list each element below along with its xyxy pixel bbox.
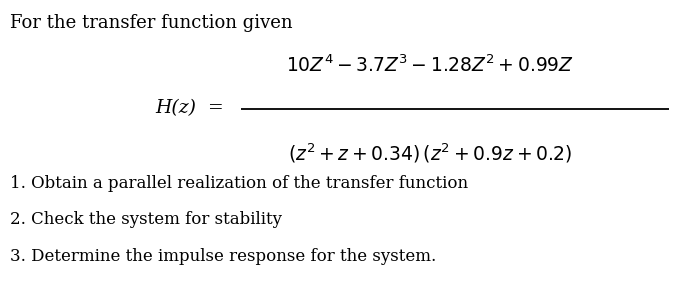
Text: 2. Check the system for stability: 2. Check the system for stability <box>10 212 283 228</box>
Text: 3. Determine the impulse response for the system.: 3. Determine the impulse response for th… <box>10 248 437 265</box>
Text: 1. Obtain a parallel realization of the transfer function: 1. Obtain a parallel realization of the … <box>10 175 468 192</box>
Text: $(z^2 + z + 0.34)\,(z^2 + 0.9z + 0.2)$: $(z^2 + z + 0.34)\,(z^2 + 0.9z + 0.2)$ <box>288 142 573 166</box>
Text: H(z)  =: H(z) = <box>155 100 224 118</box>
Text: $10Z^4 - 3.7Z^3 - 1.28Z^2 + 0.99Z$: $10Z^4 - 3.7Z^3 - 1.28Z^2 + 0.99Z$ <box>286 54 575 76</box>
Text: For the transfer function given: For the transfer function given <box>10 14 293 32</box>
